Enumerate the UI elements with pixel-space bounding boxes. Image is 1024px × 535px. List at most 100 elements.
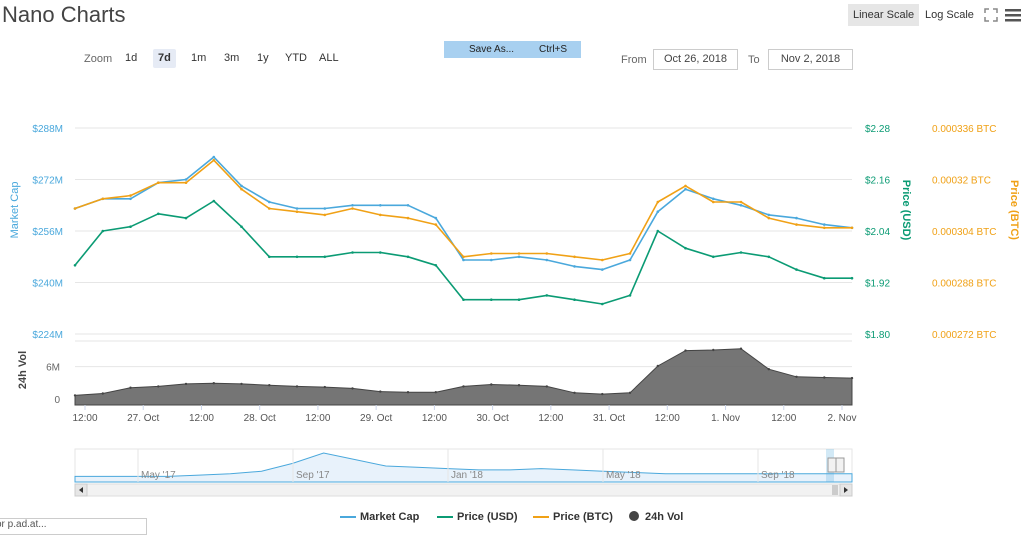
market-cap-tick-label: $288M (32, 124, 63, 135)
series-market-cap-point (240, 184, 243, 188)
x-tick-label: 12:00 (655, 413, 680, 424)
x-tick-label: 12:00 (72, 413, 97, 424)
series-market-cap-point (184, 178, 188, 181)
navigator-label: May '18 (606, 470, 641, 481)
series-price-usd-point (351, 251, 354, 254)
to-label: To (748, 54, 760, 66)
legend-price-usd[interactable]: Price (USD) (457, 511, 518, 523)
url-input[interactable]: or p.ad.at... (0, 518, 147, 535)
series-24h-vol-point (684, 349, 687, 352)
zoom-1m-button[interactable]: 1m (191, 52, 207, 64)
series-24h-vol-area (74, 348, 853, 406)
x-tick-label: 2. Nov (828, 413, 857, 424)
to-date-input[interactable]: Nov 2, 2018 (768, 49, 853, 70)
series-24h-vol-point (406, 391, 410, 394)
series-price-usd-point (129, 225, 132, 228)
series-price-usd-point (684, 246, 687, 250)
series-market-cap-point (767, 213, 771, 217)
fullscreen-icon[interactable] (984, 8, 998, 27)
zoom-ytd-button[interactable]: YTD (285, 52, 307, 64)
scroll-left-arrow-icon (79, 487, 83, 493)
series-market-cap-point (379, 204, 382, 207)
series-price-usd-point (323, 255, 327, 259)
series-price-usd-point (490, 298, 493, 302)
market-cap-tick-label: $240M (32, 279, 63, 290)
x-tick-label: 28. Oct (244, 413, 276, 424)
series-price-btc-point (795, 223, 798, 226)
series-24h-vol-point (240, 382, 243, 386)
series-market-cap-point (656, 210, 660, 213)
series-price-btc-point (850, 226, 854, 230)
series-price-btc-point (739, 200, 743, 204)
from-label: From (621, 54, 647, 66)
series-price-btc-point (462, 255, 465, 259)
save-as-bar[interactable]: Save As... Ctrl+S (444, 41, 581, 58)
x-tick-label: 12:00 (422, 413, 447, 424)
series-24h-vol-point (212, 382, 215, 385)
save-shortcut-label: Ctrl+S (539, 44, 568, 55)
series-24h-vol-point (129, 386, 132, 389)
series-price-usd-point (628, 294, 632, 297)
navigator-label: May '17 (141, 470, 176, 481)
price-btc-tick-label: 0.000288 BTC (932, 279, 997, 290)
navigator-handle-right (835, 457, 845, 473)
series-market-cap-point (628, 258, 632, 262)
log-scale-button[interactable]: Log Scale (925, 9, 974, 21)
series-price-usd-point (462, 298, 465, 302)
series-24h-vol-point (628, 391, 632, 394)
series-price-btc-point (73, 207, 77, 210)
linear-scale-button[interactable]: Linear Scale (848, 4, 920, 26)
series-market-cap-point (490, 258, 493, 262)
legend-24h-vol[interactable]: 24h Vol (645, 511, 684, 523)
series-market-cap-point (739, 204, 743, 207)
series-market-cap-point (684, 187, 687, 191)
series-price-btc-point (517, 252, 521, 255)
market-cap-axis-ticks: $224M $240M $256M $272M $288M (32, 124, 63, 341)
series-24h-vol-point (268, 384, 271, 387)
zoom-3m-button[interactable]: 3m (224, 52, 240, 64)
volume-axis-ticks: 0 6M (46, 363, 60, 406)
price-usd-axis-title: Price (USD) (900, 180, 912, 241)
navigator-label: Sep '17 (296, 470, 330, 481)
series-24h-vol-point (379, 390, 382, 393)
legend-market-cap[interactable]: Market Cap (360, 511, 420, 523)
price-btc-axis-ticks: 0.000272 BTC 0.000288 BTC 0.000304 BTC 0.00… (932, 124, 997, 341)
series-market-cap-point (323, 207, 327, 210)
from-date-input[interactable]: Oct 26, 2018 (653, 49, 738, 70)
zoom-1d-button[interactable]: 1d (125, 52, 138, 64)
series-market-cap-point (601, 268, 604, 271)
series-24h-vol-point (795, 375, 798, 378)
legend-price-usd-swatch (437, 516, 453, 518)
series-price-btc-point (767, 216, 771, 220)
navigator-scrollbar (74, 483, 853, 497)
series-price-usd-point (379, 251, 382, 254)
series-24h-vol-point (517, 384, 521, 387)
series-price-usd-point (601, 302, 604, 306)
series-price-usd-point (767, 255, 771, 259)
legend-price-btc[interactable]: Price (BTC) (553, 511, 613, 523)
price-usd-tick-label: $2.04 (865, 227, 890, 238)
series-24h-vol-point (767, 368, 770, 371)
series-price-btc-point (434, 223, 438, 226)
navigator: May '17 Sep '17 Jan '18 May '18 Sep '18 (74, 448, 853, 497)
zoom-all-button[interactable]: ALL (319, 52, 339, 64)
zoom-1y-button[interactable]: 1y (257, 52, 269, 64)
x-tick-label: 12:00 (189, 413, 214, 424)
market-cap-axis-title: Market Cap (9, 182, 21, 239)
series-price-btc-point (212, 158, 216, 162)
zoom-7d-button[interactable]: 7d (153, 49, 176, 68)
series-market-cap-point (545, 258, 549, 262)
series-market-cap-point (462, 258, 465, 262)
price-btc-axis-title: Price (BTC) (1008, 180, 1020, 240)
series-price-btc-point (628, 252, 632, 255)
hamburger-menu-icon[interactable] (1005, 8, 1021, 27)
market-cap-tick-label: $272M (32, 176, 63, 187)
save-as-label: Save As... (469, 44, 515, 55)
series-price-btc-point (490, 252, 493, 255)
series-price-btc-point (268, 207, 271, 210)
series-price-usd-point (434, 264, 438, 267)
series-price-usd-point (545, 294, 549, 297)
series-price-usd-point (656, 229, 660, 233)
series-price-btc-point (712, 200, 715, 204)
